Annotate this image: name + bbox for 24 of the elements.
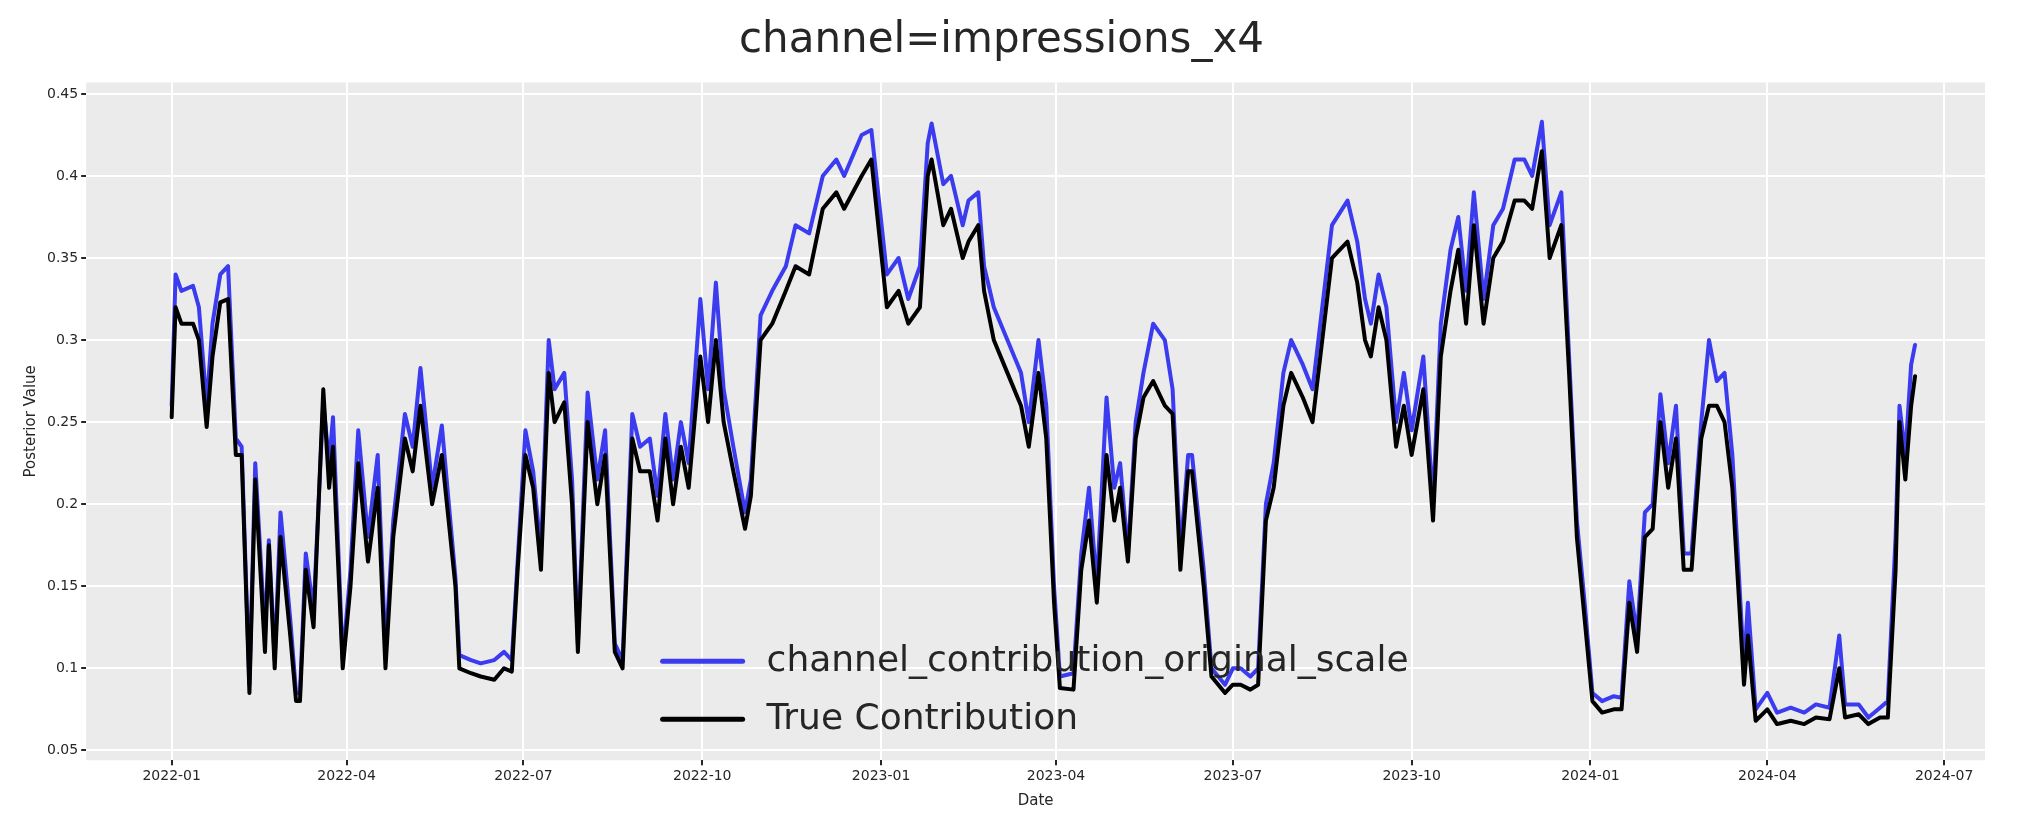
x-axis-title: Date <box>1017 790 1054 809</box>
x-tick-label: 2022-10 <box>673 767 732 784</box>
x-tick-label: 2024-01 <box>1561 767 1620 784</box>
y-axis-title: Posterior Value <box>20 365 39 478</box>
y-tick-label: 0.3 <box>55 330 79 347</box>
y-tick-label: 0.1 <box>55 658 79 675</box>
x-tick-label: 2023-10 <box>1382 767 1441 784</box>
x-tick-label: 2022-04 <box>317 767 376 784</box>
x-tick-label: 2024-07 <box>1914 767 1974 784</box>
y-tick-label: 0.15 <box>47 576 79 593</box>
x-tick-label: 2023-04 <box>1026 767 1086 784</box>
x-tick-label: 2022-07 <box>494 767 553 784</box>
y-tick-label: 0.05 <box>47 740 79 757</box>
x-tick-label: 2024-04 <box>1738 767 1797 784</box>
chart-title: channel=impressions_x4 <box>738 13 1265 63</box>
y-tick-label: 0.4 <box>55 166 79 183</box>
x-tick-label: 2023-01 <box>851 767 911 784</box>
x-tick-label: 2022-01 <box>142 767 201 784</box>
y-tick-label: 0.45 <box>47 84 79 101</box>
x-tick-label: 2023-07 <box>1203 767 1263 784</box>
legend-label: True Contribution <box>765 695 1079 737</box>
y-tick-label: 0.25 <box>47 412 79 429</box>
y-tick-label: 0.2 <box>55 494 79 511</box>
y-tick-label: 0.35 <box>47 248 79 265</box>
